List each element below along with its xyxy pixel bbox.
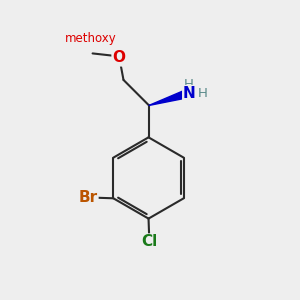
Text: Br: Br <box>79 190 98 205</box>
Text: O: O <box>112 50 126 65</box>
Text: Cl: Cl <box>141 234 157 249</box>
Polygon shape <box>149 90 188 106</box>
Text: N: N <box>183 86 196 101</box>
Text: methoxy: methoxy <box>65 32 117 45</box>
Text: H: H <box>198 87 208 100</box>
Text: H: H <box>184 78 194 91</box>
